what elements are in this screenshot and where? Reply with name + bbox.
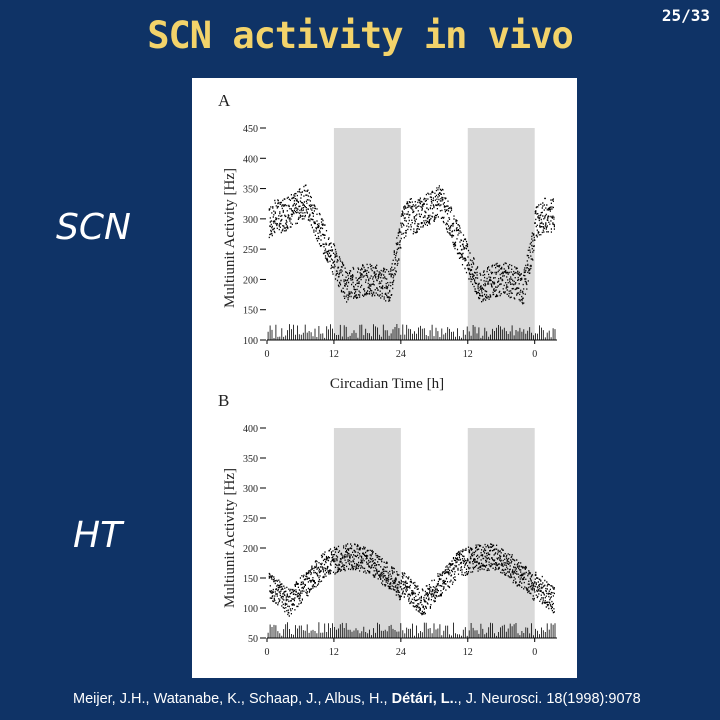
panel-b: B 50 100 150 200 250 300 350 400 0 12 24 12 0 Multi…: [218, 391, 557, 658]
baseline-spikes: [267, 324, 556, 340]
x-tick-label: 12: [463, 349, 473, 360]
y-tick-label: 200: [243, 275, 258, 286]
panel-a-shading: [333, 128, 535, 340]
y-tick-label: 400: [243, 154, 258, 165]
panel-b-y-ticks: 50 100 150 200 250 300 350 400: [243, 424, 266, 645]
y-tick-label: 300: [243, 484, 258, 495]
panel-b-data: [267, 543, 556, 638]
y-tick-label: 50: [248, 634, 258, 645]
baseline-spikes: [267, 622, 556, 638]
panel-b-shading: [333, 428, 535, 638]
panel-a-y-ticks: 100 150 200 250 300 350 400 450: [243, 124, 266, 347]
figure-svg: A 100 150 200 250 300 350 400 450 0 12 24 12 0 Mult…: [218, 91, 557, 658]
x-tick-label: 24: [396, 647, 406, 658]
citation: Meijer, J.H., Watanabe, K., Schaap, J., …: [73, 691, 641, 707]
x-tick-label: 0: [532, 349, 537, 360]
activity-trace: [268, 184, 555, 305]
scn-label: SCN: [56, 207, 131, 248]
y-tick-label: 250: [243, 514, 258, 525]
x-tick-label: 0: [532, 647, 537, 658]
panel-a: A 100 150 200 250 300 350 400 450 0 12 24 12 0 Mult…: [218, 91, 557, 392]
x-tick-label: 0: [265, 349, 270, 360]
x-tick-label: 12: [329, 647, 339, 658]
y-tick-label: 100: [243, 336, 258, 347]
y-tick-label: 100: [243, 604, 258, 615]
night-band: [333, 428, 401, 638]
x-tick-label: 24: [396, 349, 406, 360]
y-tick-label: 400: [243, 424, 258, 435]
citation-highlight: Détári, L.: [391, 691, 454, 707]
night-band: [333, 128, 401, 340]
figure-image: A 100 150 200 250 300 350 400 450 0 12 24 12 0 Mult…: [192, 78, 577, 678]
x-tick-label: 0: [265, 647, 270, 658]
y-tick-label: 450: [243, 124, 258, 135]
y-tick-label: 250: [243, 245, 258, 256]
y-tick-label: 150: [243, 306, 258, 317]
panel-b-x-ticks: 0 12 24 12 0: [265, 638, 537, 658]
x-tick-label: 12: [463, 647, 473, 658]
ht-label: HT: [73, 515, 123, 556]
slide-number: 25/33: [661, 6, 710, 25]
y-tick-label: 200: [243, 544, 258, 555]
panel-a-ylabel: Multiunit Activity [Hz]: [222, 168, 238, 308]
panel-b-letter: B: [218, 391, 229, 410]
panel-a-x-ticks: 0 12 24 12 0: [265, 340, 537, 360]
citation-authors: Meijer, J.H., Watanabe, K., Schaap, J., …: [73, 691, 392, 707]
panel-a-letter: A: [218, 91, 231, 110]
y-tick-label: 350: [243, 185, 258, 196]
xlabel: Circadian Time [h]: [330, 376, 444, 392]
citation-journal: ., J. Neurosci. 18(1998):9078: [453, 691, 641, 707]
y-tick-label: 350: [243, 454, 258, 465]
y-tick-label: 150: [243, 574, 258, 585]
x-tick-label: 12: [329, 349, 339, 360]
y-tick-label: 300: [243, 215, 258, 226]
night-band: [467, 428, 535, 638]
panel-b-ylabel: Multiunit Activity [Hz]: [222, 468, 238, 608]
panel-a-data: [267, 184, 556, 340]
night-band: [467, 128, 535, 340]
slide-title: SCN activity in vivo: [147, 14, 574, 57]
activity-trace: [268, 543, 555, 617]
